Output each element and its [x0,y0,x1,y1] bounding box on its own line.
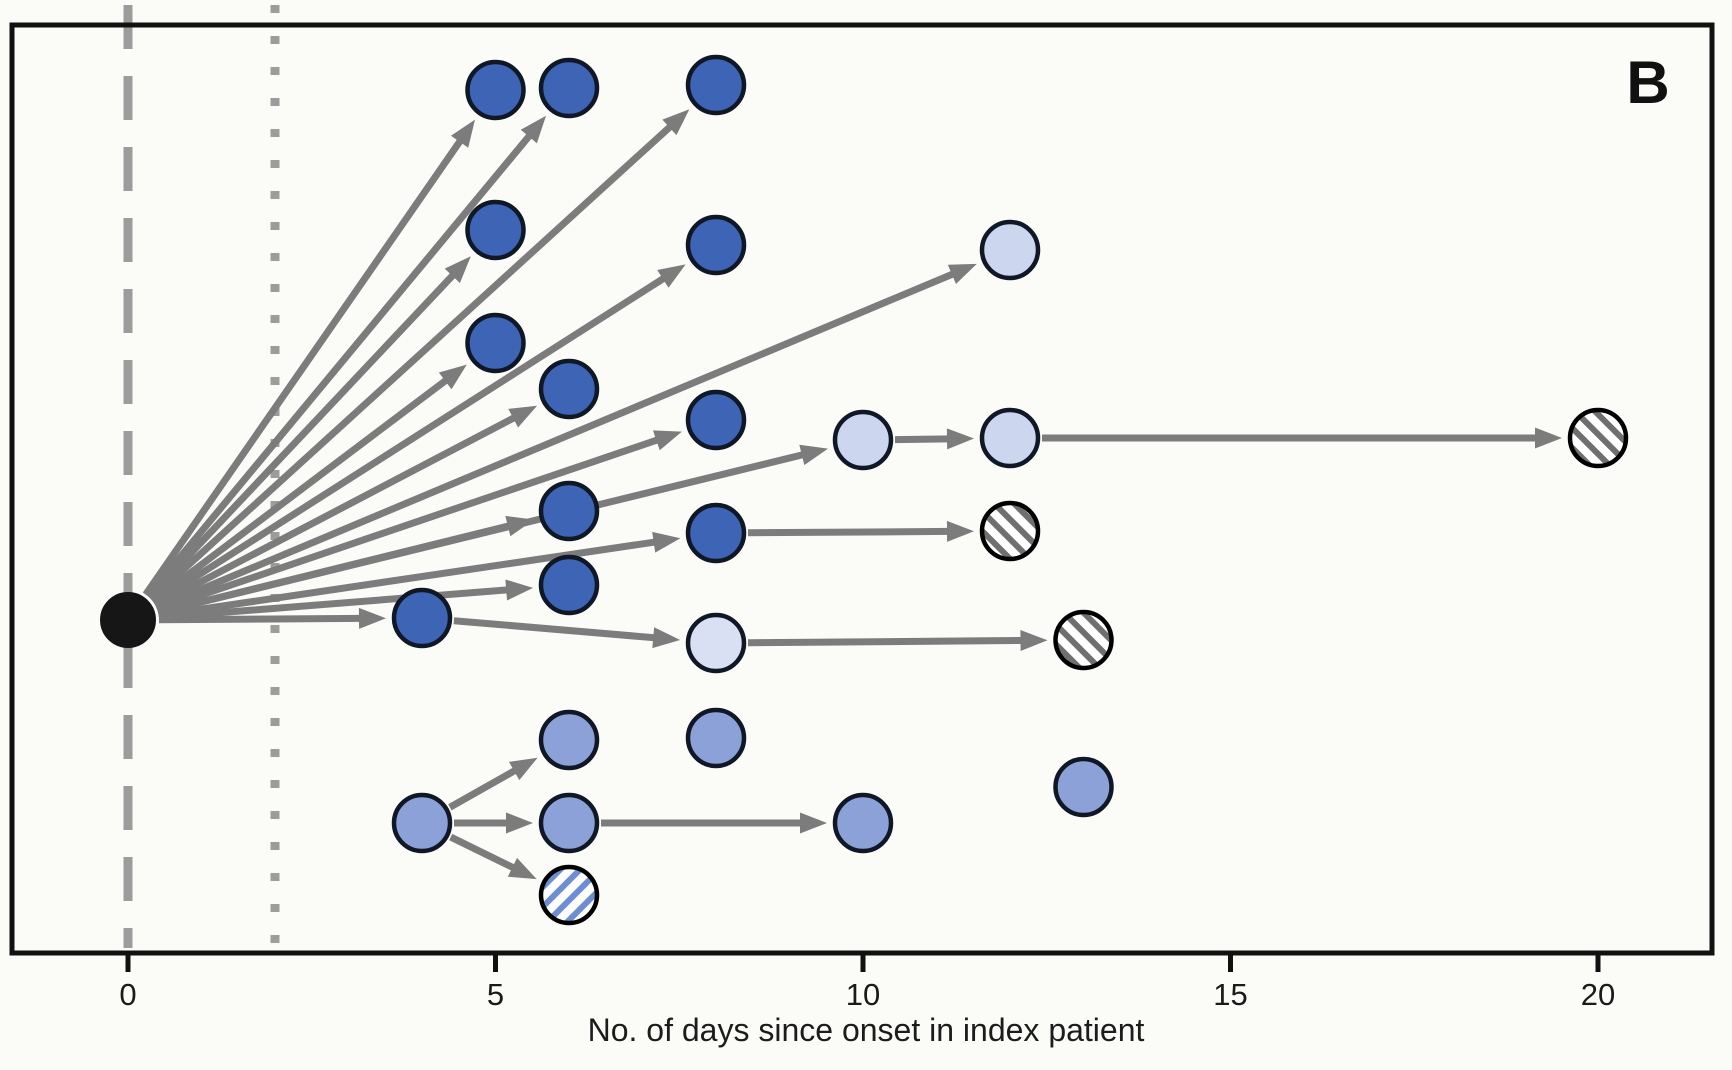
arrowhead-icon [946,428,975,450]
case-node-K2-day-13 [1053,756,1114,818]
case-node-J2-day-6 [538,792,600,854]
case-node-J0-day-4 [391,792,453,854]
arrowhead-icon [799,444,829,466]
arrowhead-icon [358,607,387,629]
arrowhead-icon [438,364,467,390]
arrowhead-icon [508,405,538,428]
case-node-E2-day-12 [979,407,1041,469]
transmission-arrow-index-F2 [158,538,658,619]
transmission-arrow-index-A3 [148,122,674,602]
panel-label: B [1626,49,1670,116]
x-tick-label-5: 5 [487,977,504,1012]
arrowhead-icon [652,531,681,553]
transmission-arrow-J0-J4 [449,833,517,872]
case-node-A3-day-8 [685,54,747,116]
case-node-J1-day-6 [538,709,600,771]
transmission-arrow-index-A2 [145,131,534,599]
x-tick-label-0: 0 [119,977,136,1012]
x-tick-label-15: 15 [1213,977,1247,1012]
case-node-F3-day-12 [979,500,1041,562]
transmission-arrow-index-G1 [158,586,510,622]
transmission-arrow-index-A1 [142,137,465,597]
case-node-D1-day-6 [538,358,600,420]
case-node-E3-day-20 [1567,407,1629,469]
case-node-E1-day-10 [832,409,894,471]
case-node-F1-day-6 [538,480,600,542]
arrowhead-icon [444,256,471,284]
arrowhead-icon [662,109,690,136]
case-node-B2-day-8 [685,214,747,276]
case-node-A1-day-5 [465,59,526,121]
transmission-arrow-index-D1 [153,413,518,609]
transmission-arrow-index-B2 [152,274,668,607]
transmission-arrow-H2-H3 [747,636,1024,647]
case-nodes [391,54,1629,926]
case-node-D2-day-8 [685,389,747,451]
case-node-H3-day-13 [1053,609,1114,671]
arrowhead-icon [652,430,682,451]
arrowhead-icon [1535,427,1562,449]
transmission-arrow-index-D2 [156,436,661,614]
arrowhead-icon [946,520,975,542]
arrowhead-icon [800,812,827,834]
arrowhead-icon [505,515,535,537]
case-node-F2-day-8 [685,502,747,564]
index-case-node [100,592,156,648]
case-node-H1-day-4 [391,587,453,649]
transmission-arrow-index-F1 [157,521,512,616]
transmission-arrow-E1-E2 [894,435,951,444]
arrowhead-icon [947,263,977,285]
arrowhead-icon [1020,630,1048,652]
case-node-C1-day-5 [465,312,526,374]
x-axis-title: No. of days since onset in index patient [587,1012,1145,1048]
case-node-H2-day-8 [685,612,747,674]
arrowhead-icon [657,264,686,288]
case-node-J3-day-10 [832,792,894,854]
transmission-arrow-J0-J1 [448,766,519,811]
x-tick-label-20: 20 [1581,977,1615,1012]
arrowhead-icon [507,857,537,880]
case-node-B1-day-5 [465,199,526,261]
transmission-arrow-H1-H2 [453,617,657,642]
transmission-arrow-index-B3 [155,269,957,612]
case-node-B3-day-12 [979,219,1041,281]
arrowhead-icon [652,627,681,649]
transmission-arrow-index-C1 [150,376,450,605]
transmission-arrows [142,109,1562,880]
transmission-arrow-index-H1 [158,614,363,624]
arrowhead-icon [520,115,547,144]
arrowhead-icon [508,757,538,781]
transmission-arrow-F2-F3 [747,527,951,537]
transmission-arrow-index-B1 [146,271,457,600]
case-node-J4-day-6 [538,864,600,926]
x-tick-label-10: 10 [846,977,880,1012]
case-node-G1-day-6 [538,554,600,616]
x-axis: 0 5 10 15 20 [119,953,1615,1012]
arrowhead-icon [505,579,534,601]
arrowhead-icon [450,119,475,148]
case-node-A2-day-6 [538,57,600,119]
arrowhead-icon [506,812,533,834]
case-node-K1-day-8 [685,707,747,769]
